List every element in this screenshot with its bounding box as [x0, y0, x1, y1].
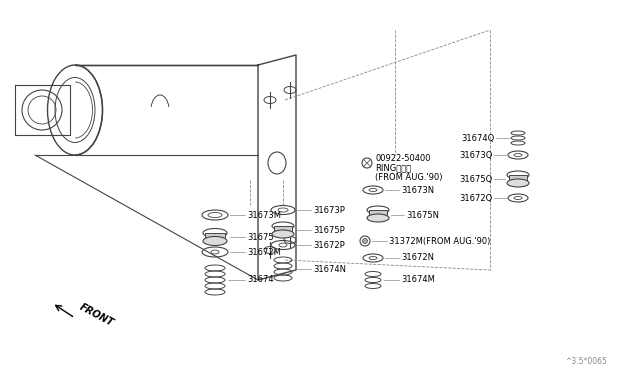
Text: 31673P: 31673P [313, 205, 345, 215]
Text: FRONT: FRONT [78, 302, 115, 328]
Ellipse shape [272, 230, 294, 238]
Text: 31673N: 31673N [401, 186, 434, 195]
Text: 31672N: 31672N [401, 253, 434, 263]
Text: 00922-50400: 00922-50400 [375, 154, 431, 163]
Text: (FROM AUG.'90): (FROM AUG.'90) [375, 173, 442, 182]
Text: 31675: 31675 [247, 232, 274, 241]
Text: 31673M: 31673M [247, 211, 281, 219]
Text: 31674N: 31674N [313, 264, 346, 273]
Ellipse shape [203, 237, 227, 246]
Ellipse shape [507, 179, 529, 187]
Text: 31674Q: 31674Q [461, 134, 495, 142]
Text: 31672M: 31672M [247, 247, 281, 257]
Text: 31372M(FROM AUG.'90): 31372M(FROM AUG.'90) [389, 237, 490, 246]
Text: 31674M: 31674M [401, 276, 435, 285]
Circle shape [362, 238, 367, 244]
Bar [369, 210, 387, 218]
Text: 31675Q: 31675Q [460, 174, 493, 183]
Text: 31675P: 31675P [313, 225, 345, 234]
Text: 31675N: 31675N [406, 211, 439, 219]
Text: 31672Q: 31672Q [460, 193, 493, 202]
Text: 31674: 31674 [247, 276, 274, 285]
Text: 31672P: 31672P [313, 241, 345, 250]
Bar [205, 233, 225, 241]
Text: ^3.5*0065: ^3.5*0065 [565, 357, 607, 366]
Text: 31673Q: 31673Q [460, 151, 493, 160]
Ellipse shape [367, 214, 389, 222]
Bar [509, 175, 527, 183]
Bar [274, 226, 292, 234]
Text: RINGリング: RINGリング [375, 164, 412, 173]
